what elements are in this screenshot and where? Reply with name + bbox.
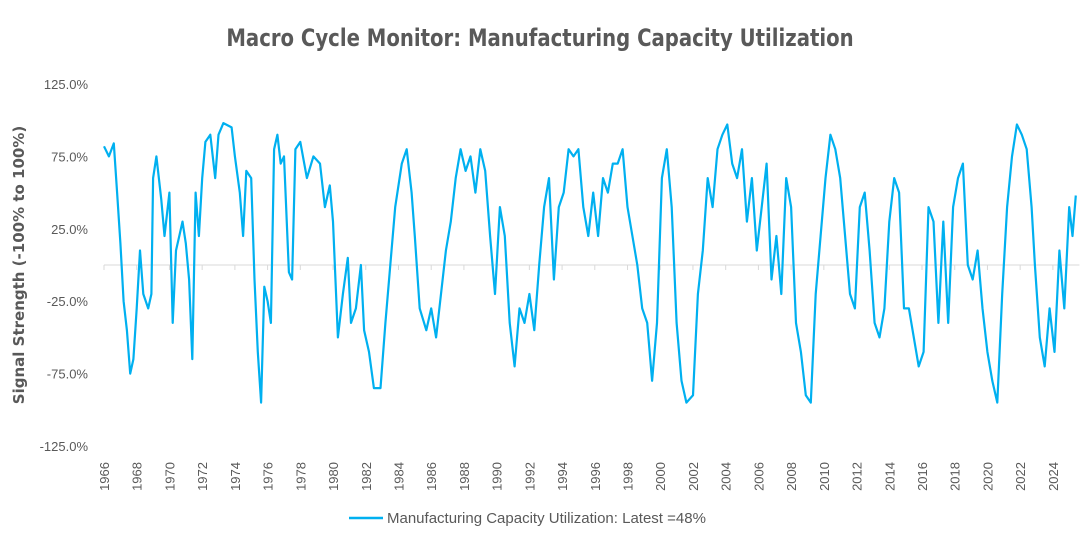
legend-label: Manufacturing Capacity Utilization: Late… <box>387 510 706 527</box>
x-tick-label: 2006 <box>751 462 766 491</box>
y-tick-label: 75.0% <box>51 149 88 164</box>
x-tick-label: 2012 <box>850 462 865 491</box>
y-tick-label: 125.0% <box>44 77 89 92</box>
y-tick-label: 25.0% <box>51 222 88 237</box>
x-tick-label: 2004 <box>719 462 734 491</box>
y-axis: 125.0% 75.0% 25.0% -25.0% -75.0% -125.0% <box>40 77 89 454</box>
x-tick-label: 1972 <box>195 462 210 491</box>
y-tick-label: -75.0% <box>47 367 89 382</box>
x-tick-label: 2022 <box>1013 462 1028 491</box>
x-tick-label: 1990 <box>490 462 505 491</box>
x-tick-label: 2020 <box>980 462 995 491</box>
x-tick-label: 1988 <box>457 462 472 491</box>
x-tick-label: 1986 <box>424 462 439 491</box>
x-tick-label: 1970 <box>162 462 177 491</box>
x-tick-label: 2010 <box>817 462 832 491</box>
legend: Manufacturing Capacity Utilization: Late… <box>349 510 706 527</box>
x-tick-label: 1996 <box>588 462 603 491</box>
series-line-0 <box>103 121 1077 404</box>
x-tick-label: 1998 <box>621 462 636 491</box>
x-tick-label: 1976 <box>261 462 276 491</box>
y-tick-label: -25.0% <box>47 294 89 309</box>
x-tick-label: 1968 <box>130 462 145 491</box>
x-tick-label: 1984 <box>391 462 406 491</box>
x-axis: 1966 1968 1970 1972 1974 1976 1978 1980 1982 1984… <box>97 265 1061 491</box>
x-tick-label: 1994 <box>555 462 570 491</box>
x-tick-label: 2016 <box>915 462 930 491</box>
y-axis-label: Signal Strength (-100% to 100%) <box>10 126 28 404</box>
x-tick-label: 2008 <box>784 462 799 491</box>
x-tick-label: 2000 <box>653 462 668 491</box>
x-tick-label: 2002 <box>686 462 701 491</box>
plot-area <box>103 121 1077 404</box>
x-tick-label: 1982 <box>359 462 374 491</box>
x-tick-label: 2018 <box>948 462 963 491</box>
x-tick-label: 1980 <box>326 462 341 491</box>
x-tick-label: 1992 <box>522 462 537 491</box>
x-tick-label: 1974 <box>228 462 243 491</box>
x-tick-label: 1978 <box>293 462 308 491</box>
y-tick-label: -125.0% <box>40 439 89 454</box>
chart-title: Macro Cycle Monitor: Manufacturing Capac… <box>226 25 853 52</box>
x-tick-label: 1966 <box>97 462 112 491</box>
x-tick-label: 2024 <box>1046 462 1061 491</box>
x-tick-label: 2014 <box>882 462 897 491</box>
